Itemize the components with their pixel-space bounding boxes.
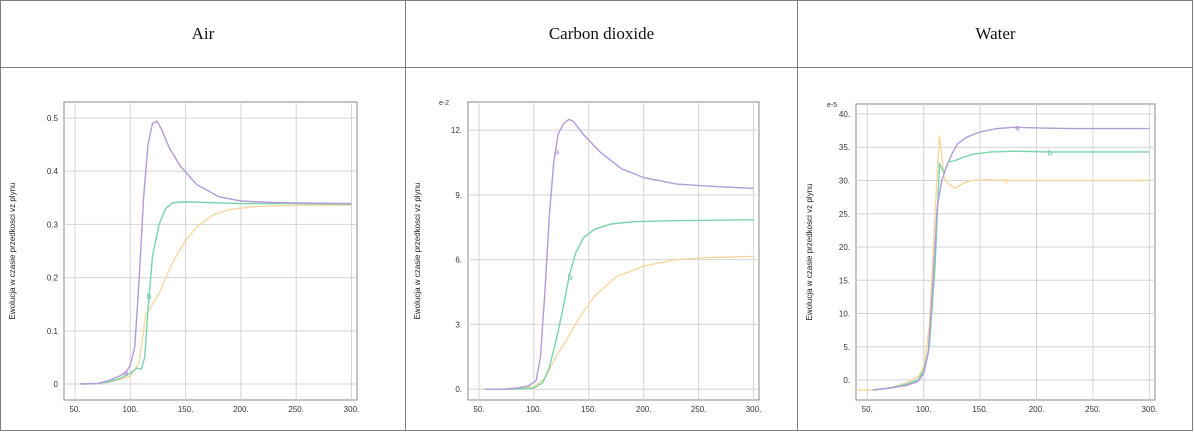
y-axis-label: Ewolucja w czasie przedkosci vz plynu	[413, 183, 422, 320]
column-carbon-dioxide: Carbon dioxide 50. 100. 150. 200. 250. 300. 0.…	[405, 1, 797, 430]
chart-carbon-dioxide: 50. 100. 150. 200. 250. 300. 0. 3. 6. 9. 12. e-2 Ewo…	[413, 100, 762, 414]
x-tick-label: 300.	[1142, 405, 1158, 414]
x-tick-label: 250.	[288, 405, 304, 414]
y-tick-label: 30.	[839, 176, 850, 185]
x-tick-label: 250.	[691, 405, 707, 414]
series-marker-b: b	[147, 292, 152, 301]
x-tick-label: 50.	[862, 405, 873, 414]
plot-area	[855, 103, 1156, 401]
series-marker-b: b	[568, 273, 573, 282]
y-tick-label: 12.	[451, 126, 462, 135]
x-tick-label: 200.	[636, 405, 652, 414]
series-line-b	[80, 201, 352, 385]
y-tick-label: 3.	[455, 320, 462, 329]
x-tick-label: 250.	[1085, 405, 1101, 414]
chart-cell-air: 50. 100. 150. 200. 250. 300. 0 0.1 0.2 0.3 0.4 0.5 E…	[1, 68, 405, 430]
plot-area	[467, 101, 760, 401]
y-tick-label: 0.2	[47, 274, 59, 283]
x-tick-label: 300.	[344, 405, 360, 414]
x-tick-label: 200.	[1029, 405, 1045, 414]
x-tick-label: 150.	[972, 405, 988, 414]
y-tick-label: 5.	[843, 343, 850, 352]
y-tick-label: 6.	[455, 256, 462, 265]
y-axis-exponent: e-5	[827, 102, 837, 109]
x-tick-label: 50.	[473, 405, 484, 414]
y-tick-label: 25.	[839, 210, 850, 219]
x-tick-label: 100.	[916, 405, 932, 414]
series-marker-b: b	[1048, 149, 1053, 158]
y-tick-label: 0.5	[47, 114, 59, 123]
series-line-a	[484, 118, 754, 390]
column-header-carbon-dioxide: Carbon dioxide	[406, 1, 797, 68]
series-marker-a: a	[555, 148, 560, 157]
series-line-b	[484, 219, 754, 390]
series-line-c	[80, 204, 352, 385]
x-tick-label: 150.	[581, 405, 597, 414]
chart-cell-water: 50. 100. 150. 200. 250. 300. 0. 5. 10. 15. 20. 25. 3…	[798, 68, 1193, 430]
y-tick-label: 40.	[839, 110, 850, 119]
series-marker-c: c	[1004, 176, 1009, 185]
chart-cell-carbon-dioxide: 50. 100. 150. 200. 250. 300. 0. 3. 6. 9. 12. e-2 Ewo…	[406, 68, 797, 430]
y-axis-label: Ewolucja w czasie przedkosci vz plynu	[805, 184, 814, 321]
column-air: Air 50. 100. 150. 200. 250. 300. 0 0.1 0.2 0.3 0.4…	[1, 1, 405, 430]
x-tick-label: 50.	[69, 405, 80, 414]
x-tick-label: 100.	[123, 405, 139, 414]
series-marker-a: a	[124, 368, 129, 377]
y-tick-label: 0.	[843, 376, 850, 385]
series-marker-a: a	[1015, 123, 1020, 132]
y-tick-label: 0.1	[47, 327, 59, 336]
x-tick-label: 200.	[233, 405, 249, 414]
y-tick-label: 9.	[455, 191, 462, 200]
y-tick-label: 15.	[839, 276, 850, 285]
y-axis-label: Ewolucja w czasie przedkosci vz plynu	[8, 183, 17, 320]
column-header-water: Water	[798, 1, 1193, 68]
chart-water: 50. 100. 150. 200. 250. 300. 0. 5. 10. 15. 20. 25. 3…	[805, 102, 1158, 414]
x-tick-label: 150.	[178, 405, 194, 414]
y-tick-label: 35.	[839, 143, 850, 152]
column-water: Water 50. 100. 150. 200. 250. 300. 0. 5. 10. 15. 2…	[797, 1, 1193, 430]
x-tick-label: 100.	[526, 405, 542, 414]
y-tick-label: 10.	[839, 310, 850, 319]
x-tick-label: 300.	[746, 405, 762, 414]
column-header-air: Air	[1, 1, 405, 68]
y-tick-label: 20.	[839, 243, 850, 252]
y-tick-label: 0.	[455, 385, 462, 394]
series-line-c	[484, 255, 754, 390]
series-line-a	[872, 126, 1150, 391]
y-tick-label: 0.4	[47, 167, 59, 176]
chart-air: 50. 100. 150. 200. 250. 300. 0 0.1 0.2 0.3 0.4 0.5 E…	[8, 101, 360, 414]
y-axis-exponent: e-2	[439, 100, 449, 107]
series-line-c	[856, 135, 1150, 391]
series-line-a	[80, 120, 352, 385]
plot-area	[63, 101, 358, 401]
y-tick-label: 0.3	[47, 220, 59, 229]
y-tick-label: 0	[54, 380, 59, 389]
